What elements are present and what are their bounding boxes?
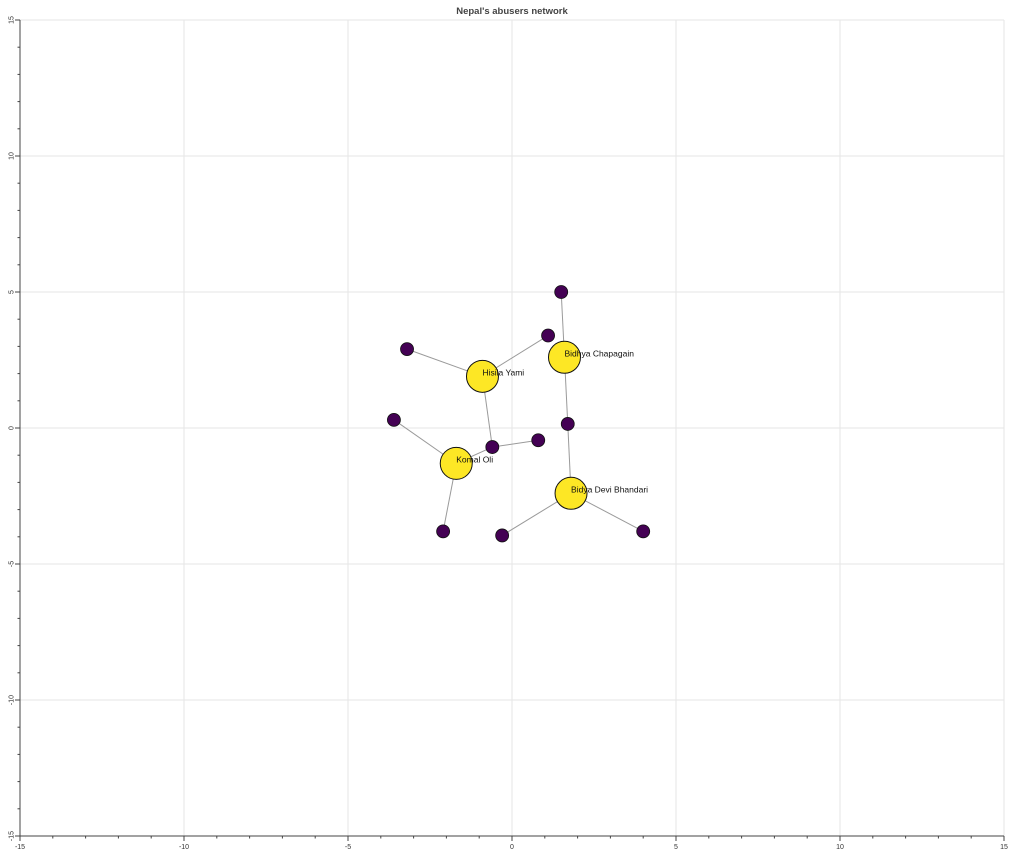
- node-m10[interactable]: [636, 524, 651, 539]
- node-m6[interactable]: [531, 433, 546, 448]
- node-label-hisila: Hisila Yami: [482, 367, 524, 377]
- node-m4[interactable]: [387, 412, 401, 427]
- node-labels: Hisila Yami Bidhya Chapagain Komal Oli Bidy…: [456, 348, 648, 494]
- node-label-bidya: Bidya Devi Bhandari: [571, 484, 648, 494]
- node-komal[interactable]: [439, 446, 473, 480]
- y-tick-label: -15: [9, 831, 16, 841]
- x-tick-label: 10: [836, 844, 844, 851]
- node-label-komal: Komal Oli: [456, 454, 493, 464]
- y-tick-label: 10: [9, 152, 16, 160]
- y-tick-label: 0: [9, 426, 16, 430]
- node-label-bidhya: Bidhya Chapagain: [564, 348, 634, 358]
- edge-m5-m6: [492, 439, 539, 448]
- x-tick-label: -5: [345, 844, 351, 851]
- nodes: [387, 285, 651, 543]
- node-hisila[interactable]: [465, 359, 499, 393]
- node-m7[interactable]: [560, 417, 575, 431]
- x-tick-label: -15: [15, 844, 25, 851]
- node-bidhya[interactable]: [547, 340, 581, 374]
- node-m1[interactable]: [554, 285, 569, 299]
- y-tick-label: -10: [9, 695, 16, 705]
- node-bidya[interactable]: [554, 476, 588, 510]
- x-tick-label: 5: [674, 844, 678, 851]
- y-tick-label: 5: [9, 290, 16, 294]
- x-tick-label: 0: [510, 844, 514, 851]
- node-m5[interactable]: [485, 440, 500, 454]
- y-tick-label: 15: [9, 16, 16, 24]
- node-m9[interactable]: [495, 528, 510, 543]
- axes: -15 -10 -5 0 5 10 15 15 10 5 0 -5 -10 -15: [9, 16, 1008, 851]
- node-m8[interactable]: [436, 524, 451, 539]
- x-tick-label: -10: [179, 844, 189, 851]
- y-tick-label: -5: [9, 561, 16, 567]
- node-m3[interactable]: [400, 342, 414, 357]
- x-tick-label: 15: [1000, 844, 1008, 851]
- chart-title: Nepal's abusers network: [456, 6, 568, 17]
- node-m2[interactable]: [541, 328, 555, 343]
